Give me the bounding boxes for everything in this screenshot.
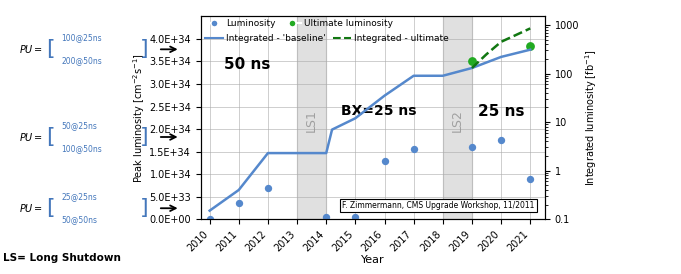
Point [496,138,507,142]
Point [234,201,244,206]
Text: 50 ns: 50 ns [224,57,270,72]
Point [204,217,215,221]
Text: [: [ [46,127,55,147]
Point [379,158,390,163]
Point [466,145,477,149]
Text: ]: ] [140,127,148,147]
Point [350,215,361,219]
Text: LS= Long Shutdown: LS= Long Shutdown [3,253,121,263]
Text: $PU=$: $PU=$ [19,202,43,214]
Text: 50@25ns: 50@25ns [61,121,97,130]
Point [408,147,419,152]
Y-axis label: Peak luminosity [cm$^{-2}$s$^{-1}$]: Peak luminosity [cm$^{-2}$s$^{-1}$] [131,53,146,183]
Text: 25@25ns: 25@25ns [61,192,97,201]
Text: 100@25ns: 100@25ns [61,33,102,42]
Point [525,176,536,181]
Point [466,59,477,64]
Text: BX=25 ns: BX=25 ns [340,104,416,118]
Text: F. Zimmermann, CMS Upgrade Workshop, 11/2011: F. Zimmermann, CMS Upgrade Workshop, 11/… [343,201,535,210]
Bar [443,16,472,219]
X-axis label: Year: Year [361,255,385,265]
Text: LS1: LS1 [305,109,318,132]
Text: 50@50ns: 50@50ns [61,215,97,224]
Text: LS2: LS2 [451,109,464,132]
Point [262,185,273,190]
Y-axis label: Integrated luminosity [fb$^{-1}$]: Integrated luminosity [fb$^{-1}$] [583,49,599,186]
Text: [: [ [46,39,55,59]
Point [321,215,332,219]
Text: [: [ [46,198,55,218]
Text: $PU=$: $PU=$ [19,131,43,143]
Legend: Integrated - 'baseline', Integrated - ultimate: Integrated - 'baseline', Integrated - ul… [206,34,449,43]
Text: 100@50ns: 100@50ns [61,144,102,153]
Text: ]: ] [140,39,148,59]
Text: 25 ns: 25 ns [478,104,524,119]
Point [525,44,536,48]
Bar [297,16,326,219]
Text: 200@50ns: 200@50ns [61,56,102,65]
Text: $PU=$: $PU=$ [19,43,43,55]
Text: ]: ] [140,198,148,218]
